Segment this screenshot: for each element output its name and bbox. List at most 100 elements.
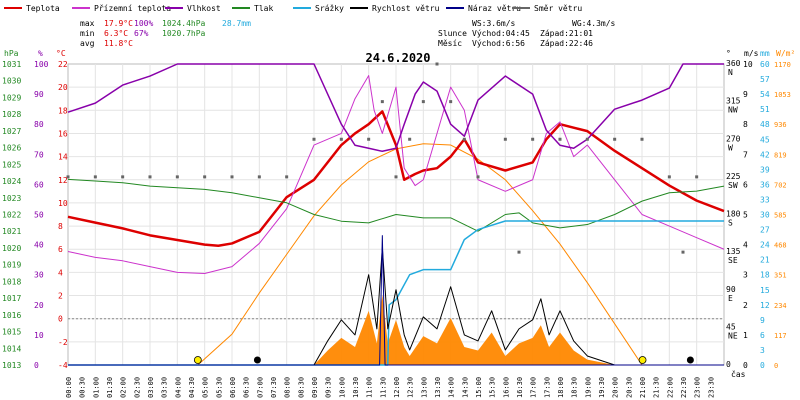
svg-text:avg: avg	[80, 39, 95, 48]
axis-tick-pct: 40	[34, 241, 44, 250]
axis-tick-temp: 2	[58, 292, 63, 301]
x-tick-label: 00:30	[79, 377, 87, 398]
x-tick-label: 04:00	[174, 377, 182, 398]
axis-tick-temp: 18	[58, 106, 68, 115]
wind-direction-point	[435, 62, 439, 66]
x-tick-label: 11:30	[379, 377, 387, 398]
axis-tick-pct: 0	[34, 361, 39, 370]
chart-legend: Teplota Přízemní teplota Vlhkost Tlak Srážky…	[4, 4, 582, 13]
axis-tick-dir: 180	[726, 210, 741, 219]
axis-tick-mm: 48	[760, 120, 770, 129]
wind-direction-point	[339, 137, 343, 141]
x-tick-label: 17:00	[530, 377, 538, 398]
wind-direction-point	[449, 100, 453, 104]
axis-tick-mm: 39	[760, 165, 770, 174]
sun-label: Slunce	[438, 29, 467, 38]
axis-tick-dir: 315	[726, 97, 741, 106]
axis-tick-temp: 22	[58, 60, 68, 69]
axis-tick-pct: 90	[34, 90, 44, 99]
axis-tick-wm: 468	[774, 242, 787, 250]
x-tick-label: 20:30	[625, 377, 633, 398]
wind-area-fill	[68, 294, 724, 365]
sunset: Západ:21:01	[540, 29, 593, 38]
axis-tick-hpa: 1013	[2, 361, 21, 370]
series-line-náraz-větru	[68, 235, 724, 366]
x-tick-label: 02:00	[120, 377, 128, 398]
axis-tick-ms: 3	[743, 271, 748, 280]
series-line-přízemní-teplota	[67, 75, 725, 275]
x-tick-label: 21:00	[639, 377, 647, 398]
axis-tick-mm: 9	[760, 316, 765, 325]
axis-tick-ms: 2	[743, 301, 748, 310]
x-tick-label: 07:30	[270, 377, 278, 398]
axis-tick-pct: 50	[34, 211, 44, 220]
axis-tick-dir-label: W	[728, 143, 733, 152]
x-tick-label: 04:30	[188, 377, 196, 398]
wind-direction-point	[640, 137, 644, 141]
axis-tick-mm: 60	[760, 60, 770, 69]
wind-direction-point	[613, 137, 617, 141]
axis-tick-mm: 3	[760, 346, 765, 355]
wind-direction-point	[531, 137, 535, 141]
series-line-rychlost-větru	[68, 247, 724, 366]
axis-tick-wm: 234	[774, 302, 787, 310]
svg-text:100%: 100%	[134, 19, 153, 28]
axis-tick-ms: 0	[743, 361, 748, 370]
x-tick-label: 09:00	[311, 377, 319, 398]
wind-direction-point	[380, 100, 384, 104]
axis-tick-wm: 1170	[774, 61, 791, 69]
x-tick-label: 09:30	[325, 377, 333, 398]
axis-tick-mm: 6	[760, 331, 765, 340]
svg-text:1020.7hPa: 1020.7hPa	[162, 29, 206, 38]
axis-header-ms: m/s	[744, 49, 759, 58]
axis-tick-hpa: 1024	[2, 177, 21, 186]
axis-tick-hpa: 1023	[2, 194, 21, 203]
axis-tick-mm: 0	[760, 361, 765, 370]
x-tick-label: 23:30	[707, 377, 715, 398]
axis-tick-dir-label: SE	[728, 256, 738, 265]
axis-tick-temp: 12	[58, 176, 68, 185]
axis-tick-mm: 36	[760, 180, 770, 189]
x-tick-label: 14:30	[461, 377, 469, 398]
axis-tick-mm: 42	[760, 150, 770, 159]
axis-tick-hpa: 1017	[2, 294, 21, 303]
sun-moon-info: WS:3.6m/s WG:4.3m/s Slunce Východ:04:45 …	[438, 19, 616, 48]
solar-radiation-line	[197, 143, 643, 366]
x-tick-label: 17:30	[543, 377, 551, 398]
axis-tick-dir-label: NE	[728, 331, 738, 340]
legend-label-4: Srážky	[315, 4, 344, 13]
axis-tick-wm: 936	[774, 121, 787, 129]
x-tick-label: 05:30	[215, 377, 223, 398]
x-tick-label: 03:30	[161, 377, 169, 398]
wind-direction-point	[585, 137, 589, 141]
wind-direction-point	[667, 175, 671, 179]
x-tick-label: 11:00	[366, 377, 374, 398]
wind-direction-point	[257, 175, 261, 179]
x-tick-label: 15:00	[475, 377, 483, 398]
axis-tick-dir-label: E	[728, 294, 733, 303]
svg-text:1024.4hPa: 1024.4hPa	[162, 19, 206, 28]
chart-title-date: 24.6.2020	[365, 51, 430, 65]
wind-direction-point	[148, 175, 152, 179]
x-tick-label: 03:00	[147, 377, 155, 398]
x-tick-label: 10:30	[352, 377, 360, 398]
x-tick-label: 21:30	[653, 377, 661, 398]
x-tick-label: 18:30	[571, 377, 579, 398]
axes: hPa% °C ° m/s mm W/m²103110301029102810271026…	[2, 49, 795, 370]
wind-gust-info: WG:4.3m/s	[572, 19, 616, 28]
axis-header-deg: °C	[56, 49, 66, 58]
axis-tick-dir: 0	[726, 360, 731, 369]
x-tick-label: 19:00	[584, 377, 592, 398]
x-tick-label: 16:30	[516, 377, 524, 398]
axis-tick-dir: 45	[726, 322, 736, 331]
axis-tick-hpa: 1015	[2, 328, 21, 337]
legend-label-2: Vlhkost	[187, 4, 221, 13]
wind-direction-point	[66, 175, 70, 179]
x-tick-label: 08:00	[284, 377, 292, 398]
axis-tick-hpa: 1029	[2, 93, 21, 102]
axis-tick-hpa: 1022	[2, 211, 21, 220]
legend-label-1: Přízemní teplota	[94, 4, 171, 13]
axis-header-wm: W/m²	[776, 49, 795, 58]
moonrise: Východ:6:56	[472, 39, 525, 48]
moonset-marker-icon	[686, 356, 694, 364]
